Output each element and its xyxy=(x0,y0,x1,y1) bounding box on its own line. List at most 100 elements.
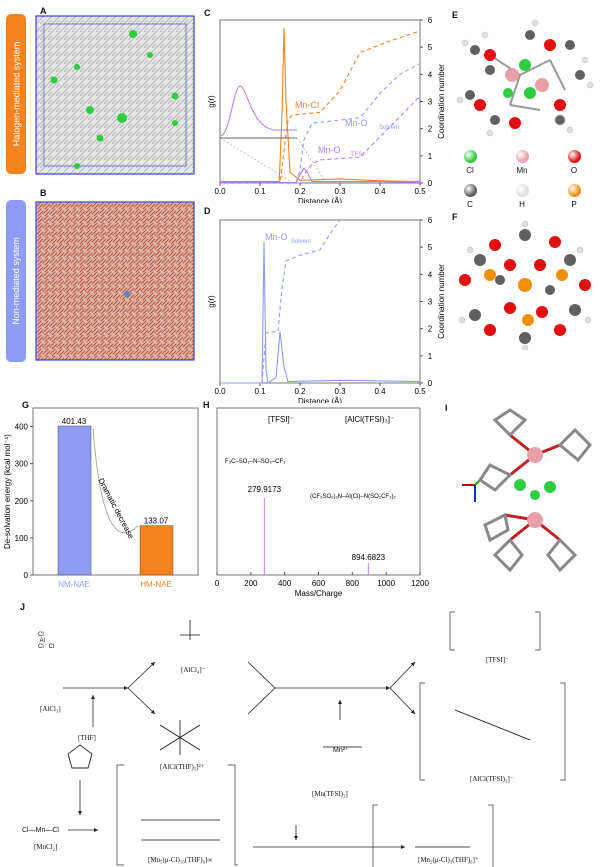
y2-tick-label: 0 xyxy=(428,179,433,188)
label-mn2: [Mn₂(μ-Cl)₃(THF)₆]⁺ xyxy=(418,856,479,864)
non-mediated-system-tag: Non-mediated system xyxy=(6,200,26,362)
legend-mn-o-solvent: Mn-O xyxy=(345,118,368,128)
atom-symbol: Mn xyxy=(516,166,528,175)
annotation-text: Dramatic decrease xyxy=(96,477,136,541)
y2-tick-label: 5 xyxy=(428,243,433,252)
label-alcl-tfsi3: [AlCl(TFSI)₃]⁻ xyxy=(470,775,514,783)
label-tfsi: [TFSI]⁻ xyxy=(486,656,509,664)
legend-atom-o: O xyxy=(559,150,589,175)
x-tick-label: 0.0 xyxy=(214,387,226,396)
category-label: NM-NAE xyxy=(58,580,90,589)
plot-frame xyxy=(219,19,421,184)
x-tick-label: 0 xyxy=(215,579,220,588)
panel-label-d: D xyxy=(204,206,211,216)
halogen-system-tag: Halogen-mediated system xyxy=(6,14,26,174)
cl-clusters xyxy=(50,30,179,169)
x-tick-label: 0.2 xyxy=(294,187,306,196)
box-b xyxy=(35,201,195,361)
legend-subscript: Solvent xyxy=(379,125,399,131)
x-tick-label: 0.5 xyxy=(414,187,426,196)
y-tick-label: 200 xyxy=(15,497,29,506)
y-tick-label: 400 xyxy=(15,423,29,432)
y-axis-label: De-solvation energy (kcal mol⁻¹) xyxy=(3,434,12,549)
series-mn-cl-gr xyxy=(220,28,421,183)
atom-symbol: C xyxy=(467,200,473,209)
y2-tick-label: 3 xyxy=(428,98,433,107)
legend-atom-c: C xyxy=(455,184,485,209)
tfsi-structure: F₃C–SO₂–N–SO₂–CF₃ xyxy=(225,459,286,465)
y2-tick-label: 1 xyxy=(428,152,433,161)
label-mn5: [Mn₅(μ-Cl)₁₀(THF)₈]∞ xyxy=(148,856,213,864)
atom-swatch xyxy=(515,150,529,163)
legend-mn-o-solvent: Mn-O xyxy=(265,232,288,242)
y2-tick-label: 0 xyxy=(428,379,433,388)
y-tick-label: 300 xyxy=(15,460,29,469)
series-mn-o-tfsi-cn xyxy=(220,95,421,184)
x-tick-label: 0.1 xyxy=(254,187,266,196)
panel-label-i: I xyxy=(445,403,448,413)
x-tick-label: 400 xyxy=(278,579,292,588)
y2-tick-label: 2 xyxy=(428,125,433,134)
legend-subscript: Solvent xyxy=(291,239,311,245)
x-tick-label: 0.3 xyxy=(334,387,346,396)
alcl-tfsi3-structure: (CF₃SO₂)₂N–Al(Cl)–N(SO₂CF₃)₂ xyxy=(310,494,397,500)
legend-mn-cl: Mn-Cl xyxy=(295,100,319,110)
panel-label-e: E xyxy=(452,10,459,20)
chart-h-mass-spec: 0 200 400 600 800 1000 1200 Mass/Charge 279.9173… xyxy=(215,407,429,598)
category-label: HM-NAE xyxy=(140,580,172,589)
alcl3-structure: Cl Al Cl Cl xyxy=(38,632,55,650)
annotation-tfsi: [TFSI]⁻ xyxy=(268,415,294,424)
plot-frame xyxy=(219,219,421,384)
atom-swatch xyxy=(567,184,581,197)
atom-symbol: P xyxy=(571,200,577,209)
inset-curve-tfsi xyxy=(219,85,297,137)
brackets xyxy=(116,611,566,867)
x-tick-label: 0.4 xyxy=(374,387,386,396)
panel-label-g: G xyxy=(22,400,30,410)
atom-swatch xyxy=(515,184,529,197)
label-mn-ion: Mn²⁺ xyxy=(333,747,349,754)
x-tick-label: 1000 xyxy=(377,579,395,588)
x-axis-label: Mass/Charge xyxy=(295,589,343,598)
series-mn-o-solvent-cn xyxy=(220,219,341,384)
label-alcl4: [AlCl₄]⁻ xyxy=(181,666,206,674)
panel-label-h: H xyxy=(203,400,210,410)
y2-axis-label: Coordination number xyxy=(437,264,446,339)
chart-c-rdf: 0.0 0.1 0.2 0.3 0.4 0.50 1 2 3 4 5 6 Distance (Å) g(r… xyxy=(207,16,446,203)
scheme-arrows xyxy=(63,661,416,849)
y2-tick-label: 4 xyxy=(428,270,433,279)
bar-value-label: 133.07 xyxy=(144,517,169,526)
label-alcl3: [AlCl₃] xyxy=(40,705,61,713)
decrease-arrow xyxy=(92,428,139,534)
label-mn-tfsi2: [Mn(TFSI)₂] xyxy=(312,790,348,798)
atom-swatch xyxy=(463,150,477,163)
x-tick-label: 0.3 xyxy=(334,187,346,196)
label-mncl2: [MnCl₂] xyxy=(34,843,58,851)
x-tick-label: 0.4 xyxy=(374,187,386,196)
series-mn-o-tfsi-gr xyxy=(220,167,421,184)
y2-axis-label: Coordination number xyxy=(437,64,446,139)
y-tick-label: 0 xyxy=(24,571,29,580)
inset-guide xyxy=(219,137,326,182)
x-tick-label: 0.0 xyxy=(214,187,226,196)
y2-tick-label: 3 xyxy=(428,298,433,307)
box-a xyxy=(35,15,195,175)
y2-tick-label: 5 xyxy=(428,43,433,52)
annotation-alcl-tfsi3: [AlCl(TFSI)₃]⁻ xyxy=(345,415,394,424)
y-tick-label: 100 xyxy=(15,534,29,543)
tag-text: Non-mediated system xyxy=(11,237,22,325)
y2-tick-label: 2 xyxy=(428,325,433,334)
y2-tick-label: 4 xyxy=(428,70,433,79)
chart-d-rdf: 0.0 0.1 0.2 0.3 0.4 0.50 1 2 3 4 5 6 Distance (Å) g(r… xyxy=(207,216,446,403)
x-tick-label: 200 xyxy=(244,579,258,588)
panel-label-f: F xyxy=(452,212,458,222)
legend-atom-h: H xyxy=(507,184,537,209)
label-alcl-thf5: [AlCl(THF)₅]²⁺ xyxy=(160,763,205,771)
series-mn-o-solvent-cn xyxy=(220,63,421,184)
y2-tick-label: 1 xyxy=(428,352,433,361)
atom-swatch xyxy=(463,184,477,197)
atom-symbol: H xyxy=(519,200,525,209)
peak-label: 894.6823 xyxy=(352,553,386,562)
x-tick-label: 1200 xyxy=(411,579,429,588)
